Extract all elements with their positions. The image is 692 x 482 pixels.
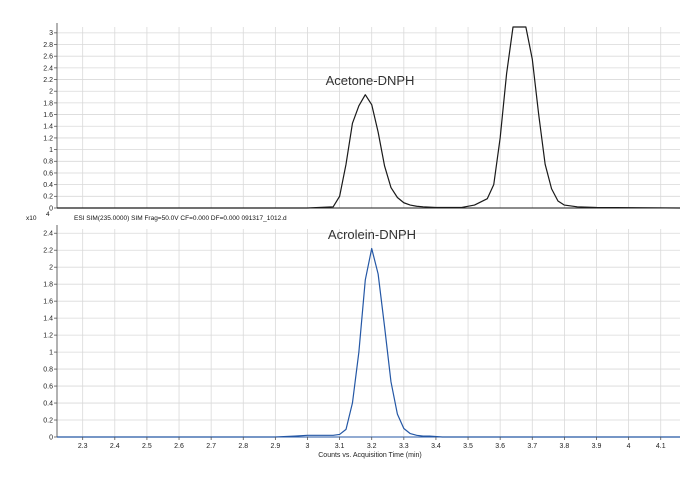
y-tick-label: 1.2 [43, 333, 53, 340]
y-tick-label: 1.6 [43, 299, 53, 306]
x-tick-label: 3.2 [367, 443, 377, 450]
y-tick-label: 0.6 [43, 170, 53, 177]
x-tick-label: 4.1 [656, 443, 666, 450]
x-tick-label: 3.8 [560, 443, 570, 450]
top-margin-cover [58, 0, 681, 24]
x-tick-label: 2.4 [110, 443, 120, 450]
y-multiplier-label: x10 [26, 215, 37, 222]
series-line-0 [57, 247, 680, 438]
y-tick-label: 2.2 [43, 248, 53, 255]
x-tick-label: 2.5 [142, 443, 152, 450]
x-tick-label: 2.7 [206, 443, 216, 450]
y-tick-label: 2.2 [43, 77, 53, 84]
y-tick-label: 0 [49, 434, 53, 441]
x-tick-label: 3.6 [495, 443, 505, 450]
x-tick-label: 3.7 [527, 443, 537, 450]
x-axis-label: Counts vs. Acquisition Time (min) [318, 452, 421, 459]
x-tick-label: 2.3 [78, 443, 88, 450]
y-tick-label: 2.8 [43, 42, 53, 49]
y-tick-label: 2 [49, 89, 53, 96]
y-tick-label: 2.4 [43, 65, 53, 72]
y-tick-label: 0.4 [43, 400, 53, 407]
y-tick-label: 1 [49, 147, 53, 154]
y-tick-label: 1.4 [43, 316, 53, 323]
y-tick-label: 1 [49, 350, 53, 357]
y-tick-label: 1.4 [43, 124, 53, 131]
y-tick-label: 2 [49, 265, 53, 272]
x-tick-label: 3.5 [463, 443, 473, 450]
y-tick-label: 0.2 [43, 194, 53, 201]
acquisition-info-text: ESI SIM(235.0000) SIM Frag=50.0V CF=0.00… [74, 215, 287, 222]
x-tick-label: 4 [627, 443, 631, 450]
x-tick-label: 2.9 [271, 443, 281, 450]
y-multiplier-exponent: 4 [46, 211, 50, 218]
series-line-0 [57, 26, 681, 209]
x-tick-label: 3.1 [335, 443, 345, 450]
x-tick-label: 3.4 [431, 443, 441, 450]
y-tick-label: 0 [49, 205, 53, 212]
y-tick-label: 0.4 [43, 182, 53, 189]
y-tick-label: 1.8 [43, 100, 53, 107]
y-tick-label: 2.4 [43, 231, 53, 238]
x-tick-label: 2.8 [238, 443, 248, 450]
x-tick-label: 3 [306, 443, 310, 450]
x-tick-label: 3.9 [592, 443, 602, 450]
y-tick-label: 1.8 [43, 282, 53, 289]
peak-annotation: Acrolein-DNPH [328, 227, 416, 242]
y-tick-label: 0.6 [43, 383, 53, 390]
x-tick-label: 3.3 [399, 443, 409, 450]
y-tick-label: 0.8 [43, 159, 53, 166]
y-tick-label: 3 [49, 30, 53, 37]
peak-annotation: Acetone-DNPH [326, 73, 415, 88]
y-tick-label: 0.2 [43, 417, 53, 424]
y-tick-label: 1.2 [43, 135, 53, 142]
y-tick-label: 2.6 [43, 54, 53, 61]
y-tick-label: 1.6 [43, 112, 53, 119]
x-tick-label: 2.6 [174, 443, 184, 450]
y-tick-label: 0.8 [43, 366, 53, 373]
